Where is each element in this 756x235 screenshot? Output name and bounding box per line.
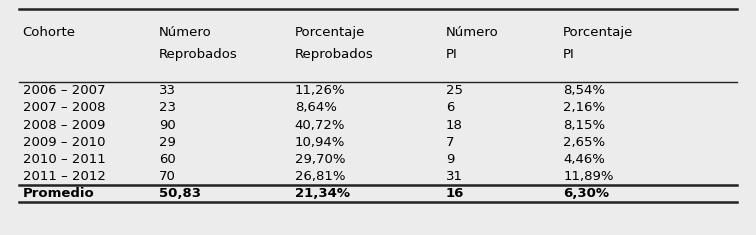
Text: 16: 16 bbox=[446, 187, 464, 200]
Text: 2,16%: 2,16% bbox=[563, 102, 606, 114]
Text: 4,46%: 4,46% bbox=[563, 153, 605, 166]
Text: 33: 33 bbox=[159, 84, 175, 97]
Text: 11,26%: 11,26% bbox=[295, 84, 345, 97]
Text: 2010 – 2011: 2010 – 2011 bbox=[23, 153, 105, 166]
Text: PI: PI bbox=[446, 47, 458, 61]
Text: 90: 90 bbox=[159, 118, 175, 132]
Text: 2009 – 2010: 2009 – 2010 bbox=[23, 136, 105, 149]
Text: 7: 7 bbox=[446, 136, 454, 149]
Text: 2007 – 2008: 2007 – 2008 bbox=[23, 102, 105, 114]
Text: 25: 25 bbox=[446, 84, 463, 97]
Text: 2011 – 2012: 2011 – 2012 bbox=[23, 170, 106, 183]
Text: 29,70%: 29,70% bbox=[295, 153, 345, 166]
Text: 40,72%: 40,72% bbox=[295, 118, 345, 132]
Text: 23: 23 bbox=[159, 102, 175, 114]
Text: 2006 – 2007: 2006 – 2007 bbox=[23, 84, 105, 97]
Text: 60: 60 bbox=[159, 153, 175, 166]
Text: 31: 31 bbox=[446, 170, 463, 183]
Text: 6,30%: 6,30% bbox=[563, 187, 609, 200]
Text: 11,89%: 11,89% bbox=[563, 170, 614, 183]
Text: 8,64%: 8,64% bbox=[295, 102, 336, 114]
Text: 26,81%: 26,81% bbox=[295, 170, 345, 183]
Text: Reprobados: Reprobados bbox=[159, 47, 237, 61]
Text: 21,34%: 21,34% bbox=[295, 187, 350, 200]
Text: Número: Número bbox=[446, 26, 499, 39]
Text: 2008 – 2009: 2008 – 2009 bbox=[23, 118, 105, 132]
Text: 8,54%: 8,54% bbox=[563, 84, 606, 97]
Text: Cohorte: Cohorte bbox=[23, 26, 76, 39]
Text: 18: 18 bbox=[446, 118, 463, 132]
Text: Porcentaje: Porcentaje bbox=[563, 26, 634, 39]
Text: 10,94%: 10,94% bbox=[295, 136, 345, 149]
Text: 70: 70 bbox=[159, 170, 175, 183]
Text: 50,83: 50,83 bbox=[159, 187, 201, 200]
Text: 6: 6 bbox=[446, 102, 454, 114]
Text: Reprobados: Reprobados bbox=[295, 47, 373, 61]
Text: 29: 29 bbox=[159, 136, 175, 149]
Text: PI: PI bbox=[563, 47, 575, 61]
Text: 2,65%: 2,65% bbox=[563, 136, 606, 149]
Text: Número: Número bbox=[159, 26, 212, 39]
Text: Promedio: Promedio bbox=[23, 187, 94, 200]
Text: 9: 9 bbox=[446, 153, 454, 166]
Text: Porcentaje: Porcentaje bbox=[295, 26, 365, 39]
Text: 8,15%: 8,15% bbox=[563, 118, 606, 132]
